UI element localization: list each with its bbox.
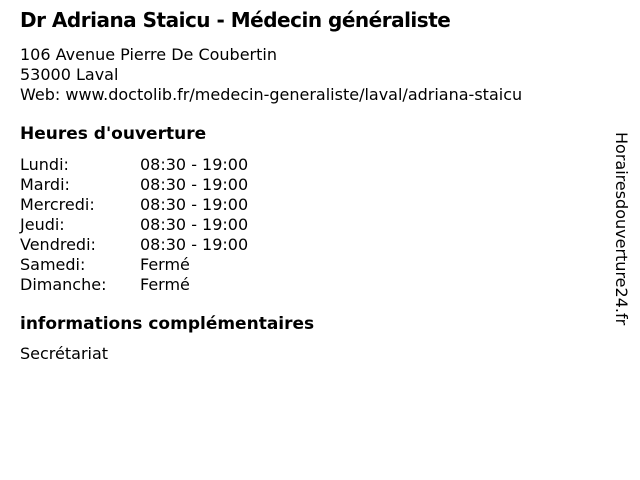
day-hours: 08:30 - 19:00 bbox=[140, 195, 249, 214]
hours-row-wednesday: Mercredi: 08:30 - 19:00 bbox=[20, 195, 248, 215]
hours-row-sunday: Dimanche: Fermé bbox=[20, 275, 248, 295]
extra-info-heading: informations complémentaires bbox=[20, 314, 315, 334]
address-city: 53000 Laval bbox=[20, 65, 119, 84]
hours-row-friday: Vendredi: 08:30 - 19:00 bbox=[20, 235, 248, 255]
extra-info-text: Secrétariat bbox=[20, 344, 109, 363]
address-block: 106 Avenue Pierre De Coubertin 53000 Lav… bbox=[20, 45, 522, 105]
website-url[interactable]: www.doctolib.fr/medecin-generaliste/lava… bbox=[65, 85, 523, 104]
day-hours: 08:30 - 19:00 bbox=[140, 155, 249, 174]
day-label: Jeudi: bbox=[20, 215, 65, 234]
day-hours: Fermé bbox=[140, 255, 190, 274]
day-label: Vendredi: bbox=[20, 235, 96, 254]
watermark-brand: Horairesdouverture24.fr bbox=[612, 132, 631, 326]
hours-table: Lundi: 08:30 - 19:00 Mardi: 08:30 - 19:00 … bbox=[20, 155, 248, 295]
day-hours: Fermé bbox=[140, 275, 190, 294]
hours-row-tuesday: Mardi: 08:30 - 19:00 bbox=[20, 175, 248, 195]
hours-row-saturday: Samedi: Fermé bbox=[20, 255, 248, 275]
website-line: Web: www.doctolib.fr/medecin-generaliste… bbox=[20, 85, 522, 105]
day-hours: 08:30 - 19:00 bbox=[140, 235, 249, 254]
hours-row-monday: Lundi: 08:30 - 19:00 bbox=[20, 155, 248, 175]
day-label: Lundi: bbox=[20, 155, 69, 174]
website-label: Web: bbox=[20, 85, 66, 104]
day-label: Samedi: bbox=[20, 255, 86, 274]
day-label: Mercredi: bbox=[20, 195, 95, 214]
address-street: 106 Avenue Pierre De Coubertin bbox=[20, 45, 277, 64]
day-label: Mardi: bbox=[20, 175, 70, 194]
day-hours: 08:30 - 19:00 bbox=[140, 175, 249, 194]
page-title: Dr Adriana Staicu - Médecin généraliste bbox=[20, 8, 451, 32]
hours-heading: Heures d'ouverture bbox=[20, 124, 207, 144]
hours-row-thursday: Jeudi: 08:30 - 19:00 bbox=[20, 215, 248, 235]
day-hours: 08:30 - 19:00 bbox=[140, 215, 249, 234]
day-label: Dimanche: bbox=[20, 275, 107, 294]
